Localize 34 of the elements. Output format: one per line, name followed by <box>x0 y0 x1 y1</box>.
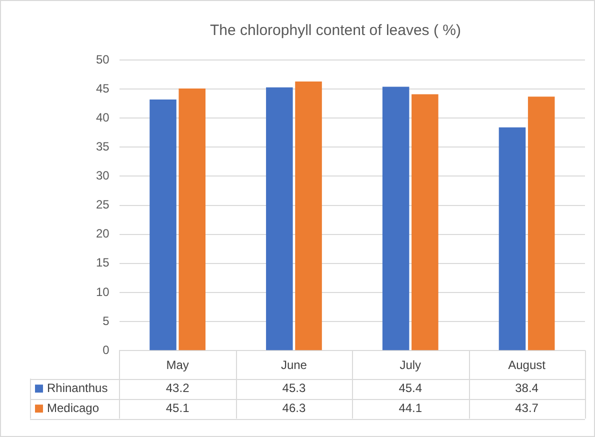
data-label: 38.4 <box>515 380 539 395</box>
y-tick-label: 5 <box>102 314 110 328</box>
legend-label: Rhinanthus <box>47 380 108 395</box>
bar <box>382 86 410 350</box>
bar <box>266 87 293 350</box>
legend-label: Medicago <box>47 400 100 415</box>
chart-title: The chlorophyll content of leaves ( %) <box>210 22 461 40</box>
y-tick-label: 30 <box>96 168 110 183</box>
data-label: 45.3 <box>282 380 306 395</box>
y-tick-label: 50 <box>96 52 110 66</box>
data-label: 45.1 <box>166 400 190 415</box>
bar <box>528 96 555 350</box>
x-tick-label: June <box>280 358 308 372</box>
data-label: 45.4 <box>398 380 422 395</box>
y-tick-label: 15 <box>96 256 110 270</box>
bar <box>498 127 526 350</box>
x-tick-label: May <box>166 358 189 372</box>
y-tick-label: 10 <box>96 284 110 299</box>
bar <box>150 100 176 350</box>
x-tick-label: August <box>508 358 546 372</box>
data-label: 43.2 <box>166 380 190 395</box>
data-label: 43.7 <box>515 400 539 415</box>
y-tick-label: 45 <box>96 81 110 96</box>
y-tick-label: 20 <box>96 226 110 241</box>
bar <box>412 94 438 350</box>
y-tick-label: 35 <box>96 139 110 154</box>
data-label: 46.3 <box>282 400 306 415</box>
bar <box>178 88 206 350</box>
bar <box>295 82 322 350</box>
data-label: 44.1 <box>398 400 422 415</box>
x-tick-label: July <box>400 358 422 372</box>
y-tick-label: 40 <box>96 110 110 124</box>
y-tick-label: 25 <box>96 198 110 212</box>
y-tick-label: 0 <box>102 342 110 357</box>
